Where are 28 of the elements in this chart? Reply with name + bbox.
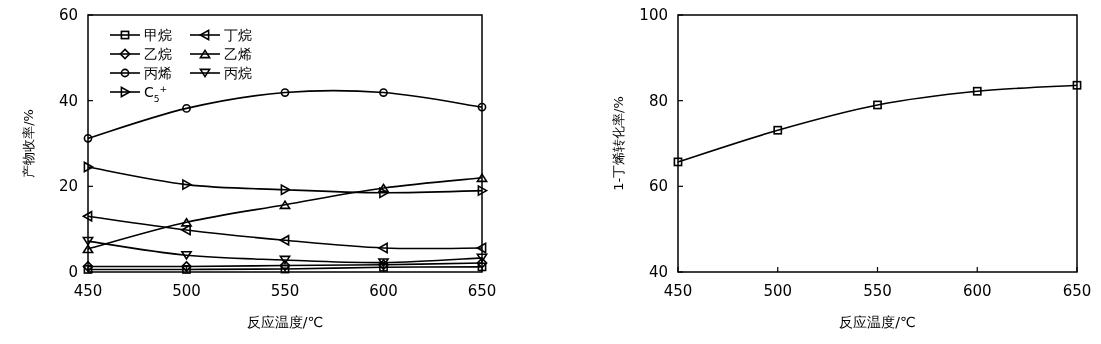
x-axis-title: 反应温度/℃	[246, 314, 324, 330]
x-tick-label: 550	[270, 282, 300, 300]
x-tick-label: 600	[369, 282, 398, 300]
x-tick-label: 450	[663, 282, 693, 300]
legend-label: 丁烷	[224, 27, 252, 43]
y-tick-label: 60	[58, 6, 78, 24]
legend-label: 丙烯	[144, 65, 172, 81]
x-axis-title: 反应温度/℃	[839, 314, 916, 330]
x-tick-label: 450	[73, 282, 103, 300]
x-tick-label: 500	[172, 282, 201, 300]
y-tick-label: 0	[68, 263, 78, 281]
y-tick-label: 20	[58, 177, 78, 196]
y-tick-label: 40	[58, 91, 78, 110]
legend-label: 甲烷	[144, 27, 172, 43]
x-tick-label: 600	[962, 282, 992, 300]
y-tick-label: 40	[648, 263, 668, 281]
legend-label: 乙烯	[224, 46, 252, 62]
x-tick-label: 650	[467, 282, 497, 300]
y-axis-title: 1-丁烯转化率/%	[611, 96, 626, 191]
x-tick-label: 550	[863, 282, 892, 300]
x-tick-label: 650	[1062, 282, 1092, 300]
y-axis-title: 产物收率/%	[21, 109, 36, 178]
y-tick-label: 100	[639, 6, 668, 24]
legend-label: 乙烷	[144, 46, 172, 62]
legend-label: 丙烷	[224, 65, 252, 81]
x-tick-label: 500	[763, 282, 793, 300]
y-tick-label: 80	[648, 91, 668, 110]
y-tick-label: 60	[648, 177, 668, 196]
